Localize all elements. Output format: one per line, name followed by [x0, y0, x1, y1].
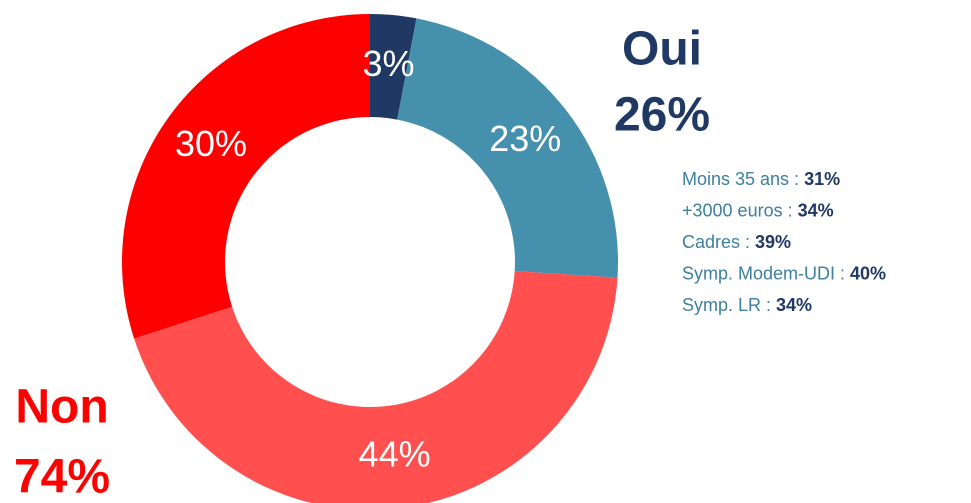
note-label: +3000 euros :	[682, 200, 793, 220]
group-value: 26%	[614, 89, 710, 142]
group-name: Non	[15, 381, 108, 434]
note-value: 34%	[776, 295, 812, 315]
group-value: 74%	[14, 451, 110, 503]
note: +3000 euros :34%	[682, 200, 834, 220]
segment-label: 3%	[362, 43, 414, 84]
donut-segment	[370, 14, 417, 120]
segment-label: 30%	[175, 123, 247, 164]
note-label: Moins 35 ans :	[682, 169, 799, 189]
donut-segment	[397, 18, 618, 278]
segment-label: 44%	[359, 433, 431, 474]
donut-segment	[134, 271, 618, 503]
note-label: Cadres :	[682, 232, 750, 252]
note: Cadres :39%	[682, 232, 791, 252]
note-label: Symp. Modem-UDI :	[682, 263, 845, 283]
note: Moins 35 ans :31%	[682, 169, 840, 189]
note-value: 39%	[755, 232, 791, 252]
note: Symp. LR :34%	[682, 295, 812, 315]
donut-segment	[121, 14, 370, 339]
note-label: Symp. LR :	[682, 295, 771, 315]
group-name: Oui	[622, 23, 702, 76]
segment-label: 23%	[489, 118, 561, 159]
note-value: 40%	[850, 263, 886, 283]
note: Symp. Modem-UDI :40%	[682, 263, 886, 283]
note-value: 34%	[798, 200, 834, 220]
note-value: 31%	[804, 169, 840, 189]
